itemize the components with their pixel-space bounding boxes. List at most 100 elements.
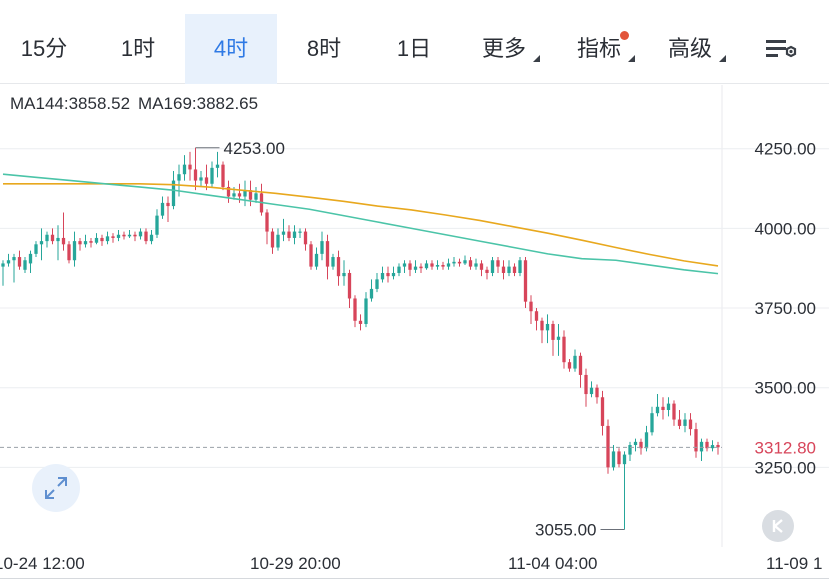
candle-body [133, 234, 137, 237]
chart-settings-icon[interactable] [758, 30, 802, 70]
candle-body [457, 261, 462, 264]
candle-body [298, 231, 302, 233]
candle-body [694, 429, 698, 452]
candle-body [94, 237, 99, 243]
tab-label: 1日 [396, 36, 432, 61]
candle-body [386, 272, 390, 277]
candle-body [254, 193, 258, 200]
candle-body [380, 272, 385, 280]
candle-body [490, 260, 495, 273]
candle-body [1, 263, 5, 267]
candle-body [397, 266, 401, 273]
candle-body [61, 237, 66, 245]
candle-body [23, 260, 27, 270]
chart-canvas: 4250.00 4000.00 3750.00 3500.00 3250.003312.… [0, 85, 829, 573]
expand-icon[interactable] [32, 464, 80, 512]
candle-body [34, 244, 38, 254]
candle-body [45, 234, 49, 242]
candle-body [639, 441, 643, 449]
candle-body [270, 231, 275, 248]
tab-8h[interactable]: 8时 [278, 14, 370, 84]
candle-body [281, 231, 286, 235]
tab-4h[interactable]: 4时 [185, 14, 277, 84]
candle-body [512, 266, 517, 273]
tab-15m[interactable]: 15分 [0, 14, 88, 84]
candle-body [160, 202, 165, 216]
tab-1h[interactable]: 1时 [92, 14, 184, 84]
candle-body [149, 234, 154, 242]
timeframe-tabbar: 15分 1时 4时 8时 1日 更多 指标 高级 [0, 0, 829, 84]
low-price-label: 3055.00 [535, 520, 596, 539]
x-tick-label: 11-09 1 [766, 554, 822, 573]
candle-body [589, 387, 594, 395]
candle-body [683, 419, 687, 426]
candle-body [265, 212, 269, 232]
candle-body [50, 234, 55, 242]
tab-label: 4时 [213, 36, 249, 61]
candle-body [182, 164, 187, 175]
candle-body [578, 355, 583, 375]
ma144-line [2, 173, 719, 275]
ma169-line [3, 182, 719, 267]
candle-body [501, 266, 506, 273]
candle-body [127, 234, 132, 237]
candle-body [375, 279, 379, 289]
candle-body [622, 454, 627, 465]
candle-body [111, 236, 115, 238]
candle-body [199, 177, 203, 181]
candlestick-chart[interactable]: 4250.00 4000.00 3750.00 3500.00 3250.00 3312.… [0, 85, 829, 585]
candle-body [358, 320, 363, 324]
tab-more[interactable]: 更多 [468, 14, 540, 84]
candle-body [688, 419, 693, 430]
candle-body [441, 265, 445, 267]
candle-body [188, 164, 192, 170]
candle-body [122, 234, 126, 237]
candle-body [78, 241, 82, 245]
tab-advanced[interactable]: 高级 [654, 14, 726, 84]
candle-body [474, 263, 478, 267]
tab-indicators[interactable]: 指标 [563, 14, 635, 84]
candle-body [72, 241, 77, 261]
candle-body [56, 237, 60, 242]
candle-body [6, 260, 11, 264]
current-price-label: 3312.80 [755, 438, 816, 457]
candle-body [463, 260, 467, 264]
candle-body [89, 241, 93, 243]
candle-body [430, 263, 434, 267]
k-collapse-icon[interactable] [762, 510, 794, 542]
candle-body [369, 288, 374, 299]
candle-body [144, 231, 148, 242]
candle-body [600, 397, 605, 426]
candle-body [699, 441, 704, 452]
candle-body [320, 241, 324, 254]
candle-body [353, 298, 357, 321]
divider [0, 578, 829, 579]
dropdown-caret-icon [533, 55, 540, 62]
tab-label: 高级 [667, 36, 712, 61]
tab-label: 1时 [120, 36, 156, 61]
candle-body [28, 253, 33, 264]
candle-body [595, 387, 599, 398]
candle-body [391, 272, 396, 277]
y-tick-label: 4250.00 [755, 140, 816, 159]
candle-body [105, 236, 110, 242]
tab-1d[interactable]: 1日 [368, 14, 460, 84]
x-tick-label: 10-29 20:00 [250, 554, 341, 573]
candle-body [666, 403, 671, 410]
candle-body [479, 263, 484, 270]
candle-body [402, 263, 407, 267]
high-price-label: 4253.00 [224, 139, 285, 158]
candle-body [166, 202, 170, 207]
candle-body [243, 190, 247, 197]
x-tick-label: 11-04 04:00 [508, 554, 597, 573]
dropdown-caret-icon [628, 55, 635, 62]
candle-body [540, 320, 544, 331]
notification-dot-icon [620, 31, 629, 40]
candle-body [100, 237, 104, 242]
candle-body [556, 336, 561, 340]
candle-body [628, 445, 632, 455]
candle-body [661, 406, 665, 410]
candle-body [534, 311, 539, 321]
candle-body [155, 215, 159, 235]
candle-body [485, 269, 489, 273]
